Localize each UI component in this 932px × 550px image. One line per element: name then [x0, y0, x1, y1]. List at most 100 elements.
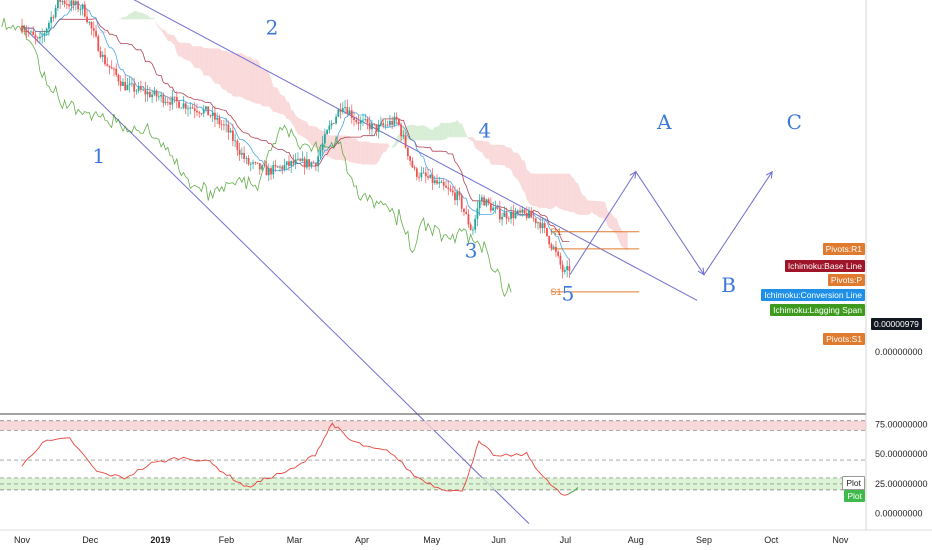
candle-body — [240, 152, 243, 155]
candle-body — [489, 203, 492, 211]
candle — [97, 34, 100, 52]
cloud-segment — [297, 117, 301, 136]
cloud-segment — [564, 173, 568, 211]
candle-body — [395, 116, 398, 120]
candle — [308, 159, 311, 170]
candle-body — [494, 207, 497, 209]
candle — [243, 146, 245, 164]
candle-body — [196, 110, 198, 113]
candle — [21, 18, 23, 34]
cloud-segment — [508, 147, 512, 170]
time-tick-label: Nov — [832, 535, 849, 545]
cloud-segment — [259, 63, 263, 106]
candle-body — [294, 159, 297, 164]
candle-body — [178, 101, 180, 108]
cloud-segment — [100, 31, 103, 34]
candle-body — [413, 167, 416, 169]
candle — [395, 112, 398, 125]
candle-body — [344, 107, 346, 109]
candle — [79, 6, 82, 16]
candle-body — [25, 30, 28, 33]
candle — [445, 180, 447, 188]
candle — [131, 77, 133, 87]
candle-body — [377, 124, 380, 132]
candle — [564, 266, 566, 275]
cloud-segment — [313, 126, 316, 148]
time-tick-label: 2019 — [150, 535, 170, 545]
candle — [467, 209, 470, 228]
price-tag: Ichimoku:Conversion Line — [761, 289, 865, 301]
candle-body — [41, 35, 44, 37]
cloud-segment — [490, 144, 494, 165]
cloud-segment — [185, 42, 189, 61]
candle — [523, 208, 526, 215]
cloud-segment — [430, 129, 433, 141]
candle-body — [119, 81, 122, 86]
cloud-segment — [329, 135, 332, 159]
cloud-segment — [286, 101, 289, 120]
cloud-segment — [414, 125, 417, 141]
cloud-segment — [443, 123, 447, 140]
candle — [413, 165, 416, 171]
candle — [366, 116, 369, 130]
candle — [335, 114, 337, 125]
candle-body — [523, 209, 526, 213]
candle-body — [151, 94, 154, 97]
cloud-segment — [625, 232, 628, 251]
candle — [234, 133, 237, 147]
rsi-plot-tag: Plot — [842, 476, 865, 490]
candle — [458, 187, 461, 201]
candle-body — [476, 208, 479, 219]
cloud-segment — [163, 30, 166, 38]
candle-body — [65, 4, 68, 5]
candle — [77, 0, 79, 12]
cloud-segment — [345, 135, 348, 162]
candle — [171, 89, 174, 110]
candle-body — [184, 103, 187, 109]
candle — [36, 36, 39, 43]
candle — [510, 206, 512, 224]
candle — [503, 206, 506, 217]
candle-body — [303, 158, 306, 168]
candle — [525, 206, 528, 221]
candle-body — [328, 125, 331, 131]
candle-body — [283, 164, 286, 170]
candle-body — [330, 123, 333, 126]
price-tick-label: 0.00000000 — [875, 347, 923, 357]
candle — [133, 77, 136, 99]
candle — [92, 21, 95, 38]
cloud-segment — [569, 173, 572, 213]
candle-body — [438, 182, 441, 184]
cloud-segment — [147, 14, 150, 20]
candle — [454, 185, 456, 206]
candle — [559, 252, 562, 270]
candle-body — [180, 107, 183, 109]
candle-body — [193, 108, 196, 111]
candle-body — [555, 246, 557, 252]
cloud-segment — [392, 143, 395, 148]
cloud-segment — [293, 110, 296, 131]
cloud-segment — [246, 56, 249, 101]
candle-body — [122, 81, 124, 86]
cloud-segment — [210, 48, 213, 81]
candle-body — [220, 124, 223, 126]
cloud-segment — [580, 191, 583, 215]
candle — [357, 115, 360, 131]
candle-body — [478, 200, 481, 209]
candle-body — [422, 172, 425, 174]
candle — [122, 78, 124, 87]
cloud-segment — [524, 160, 527, 200]
candle — [353, 111, 355, 127]
candle — [258, 162, 261, 175]
time-tick-label: Jun — [491, 535, 506, 545]
candle — [227, 120, 230, 140]
candle-body — [451, 190, 454, 193]
candle-body — [393, 116, 396, 125]
candle — [447, 180, 450, 196]
candle-body — [258, 163, 261, 170]
candle — [279, 164, 281, 172]
candle-body — [117, 74, 120, 82]
cloud-segment — [188, 43, 191, 62]
cloud-segment — [282, 95, 285, 116]
cloud-segment — [511, 147, 514, 176]
